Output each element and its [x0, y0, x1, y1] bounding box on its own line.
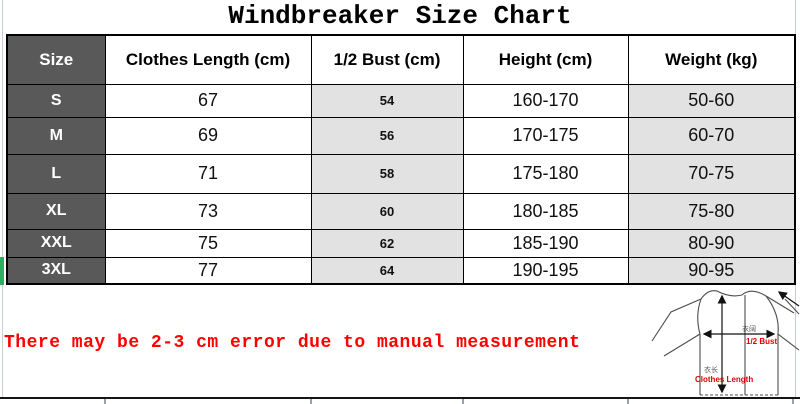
grid-tick [104, 399, 106, 404]
cell-half-bust: 58 [310, 153, 464, 194]
cell-height: 175-180 [462, 153, 629, 194]
cell-weight: 80-90 [627, 228, 796, 258]
cell-height: 160-170 [462, 83, 629, 118]
table-row: XXL 75 62 185-190 80-90 [6, 228, 796, 258]
page-title: Windbreaker Size Chart [228, 1, 572, 31]
left-armhole-line [697, 298, 702, 335]
cell-weight: 70-75 [627, 153, 796, 194]
grid-tick [310, 399, 312, 404]
table-row: S 67 54 160-170 50-60 [6, 83, 796, 118]
length-label-cn: 衣长 [704, 365, 718, 374]
right-armhole-line [765, 295, 779, 335]
grid-tick [627, 399, 629, 404]
grid-tick [792, 399, 794, 404]
header-size: Size [6, 34, 106, 85]
cell-half-bust: 64 [310, 256, 464, 285]
table-row: L 71 58 175-180 70-75 [6, 153, 796, 194]
grid-tick [462, 399, 464, 404]
collar-pointer-line [784, 298, 800, 315]
cell-size: XL [6, 192, 106, 230]
table-row: XL 73 60 180-185 75-80 [6, 192, 796, 230]
size-table: Size Clothes Length (cm) 1/2 Bust (cm) H… [6, 34, 796, 285]
cell-size: XXL [6, 228, 106, 258]
collar-pointer-arrow [777, 291, 800, 307]
header-half-bust: 1/2 Bust (cm) [310, 34, 464, 85]
cell-size: 3XL [6, 256, 106, 285]
cell-height: 180-185 [462, 192, 629, 230]
cell-half-bust: 54 [310, 83, 464, 118]
selected-row-marker [0, 257, 4, 285]
collar-line [700, 290, 767, 300]
cell-clothes-length: 71 [104, 153, 312, 194]
left-sleeve-line [651, 298, 702, 342]
header-height: Height (cm) [462, 34, 629, 85]
measurement-note: There may be 2-3 cm error due to manual … [4, 333, 581, 353]
cell-size: M [6, 116, 106, 155]
cell-height: 185-190 [462, 228, 629, 258]
header-weight: Weight (kg) [627, 34, 796, 85]
cell-weight: 90-95 [627, 256, 796, 285]
length-label-en: Clothes Length [695, 375, 753, 384]
cell-half-bust: 56 [310, 116, 464, 155]
table-header-row: Size Clothes Length (cm) 1/2 Bust (cm) H… [6, 34, 796, 85]
table-row: M 69 56 170-175 60-70 [6, 116, 796, 155]
cell-clothes-length: 77 [104, 256, 312, 285]
cell-size: S [6, 83, 106, 118]
bottom-border-line [0, 397, 800, 399]
left-gridline [2, 0, 3, 397]
garment-measurement-diagram: 衣阔 1/2 Bust 衣长 Clothes Length [651, 290, 800, 396]
cell-half-bust: 60 [310, 192, 464, 230]
cell-height: 170-175 [462, 116, 629, 155]
left-sleeve-inner-line [663, 333, 701, 357]
cell-weight: 60-70 [627, 116, 796, 155]
cell-clothes-length: 73 [104, 192, 312, 230]
cell-size: L [6, 153, 106, 194]
cell-weight: 75-80 [627, 192, 796, 230]
bust-label-en: 1/2 Bust [746, 337, 777, 346]
cell-height: 190-195 [462, 256, 629, 285]
right-sleeve-inner-line [777, 333, 800, 351]
cell-weight: 50-60 [627, 83, 796, 118]
bust-label-cn: 衣阔 [742, 324, 756, 333]
cell-clothes-length: 67 [104, 83, 312, 118]
cell-clothes-length: 69 [104, 116, 312, 155]
header-clothes-length: Clothes Length (cm) [104, 34, 312, 85]
cell-clothes-length: 75 [104, 228, 312, 258]
cell-half-bust: 62 [310, 228, 464, 258]
table-row: 3XL 77 64 190-195 90-95 [6, 256, 796, 285]
right-sleeve-line [765, 295, 795, 314]
